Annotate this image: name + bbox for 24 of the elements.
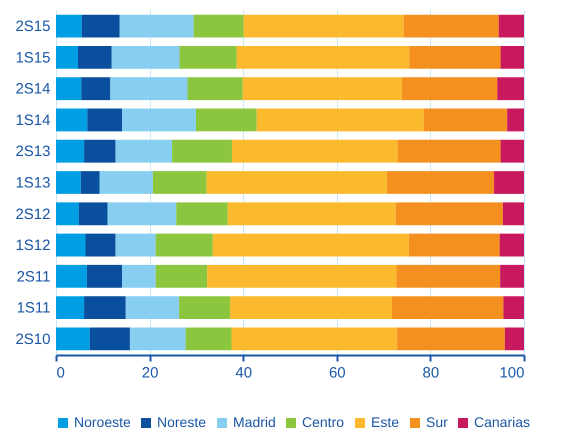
y-tick-label: 1S15 <box>15 49 50 66</box>
y-tick-label: 1S12 <box>15 237 50 254</box>
x-tick-label: 40 <box>235 364 252 382</box>
legend-label: Este <box>371 414 400 430</box>
legend-label: Noroeste <box>74 414 132 430</box>
y-tick-label: 2S14 <box>15 80 50 98</box>
y-tick-label: 1S11 <box>16 300 50 317</box>
legend-label: Sur <box>426 414 448 430</box>
legend-label: Canarias <box>474 414 530 430</box>
y-tick-label: 2S10 <box>15 330 50 348</box>
y-tick-label: 2S11 <box>16 268 50 286</box>
legend-label: Centro <box>302 414 344 430</box>
y-tick-label: 1S13 <box>15 174 50 192</box>
y-tick-label: 2S13 <box>15 143 50 160</box>
x-tick-label: 60 <box>328 364 346 382</box>
x-tick-label: 100 <box>499 364 524 382</box>
legend-label: Madrid <box>233 414 276 430</box>
y-tick-label: 1S14 <box>15 112 50 129</box>
x-tick-label: 80 <box>422 364 440 382</box>
legend-label: Noreste <box>157 414 206 430</box>
y-tick-label: 2S12 <box>15 206 50 223</box>
y-tick-label: 2S15 <box>15 18 50 36</box>
x-tick-label: 0 <box>56 364 65 382</box>
x-tick-label: 20 <box>142 364 158 382</box>
